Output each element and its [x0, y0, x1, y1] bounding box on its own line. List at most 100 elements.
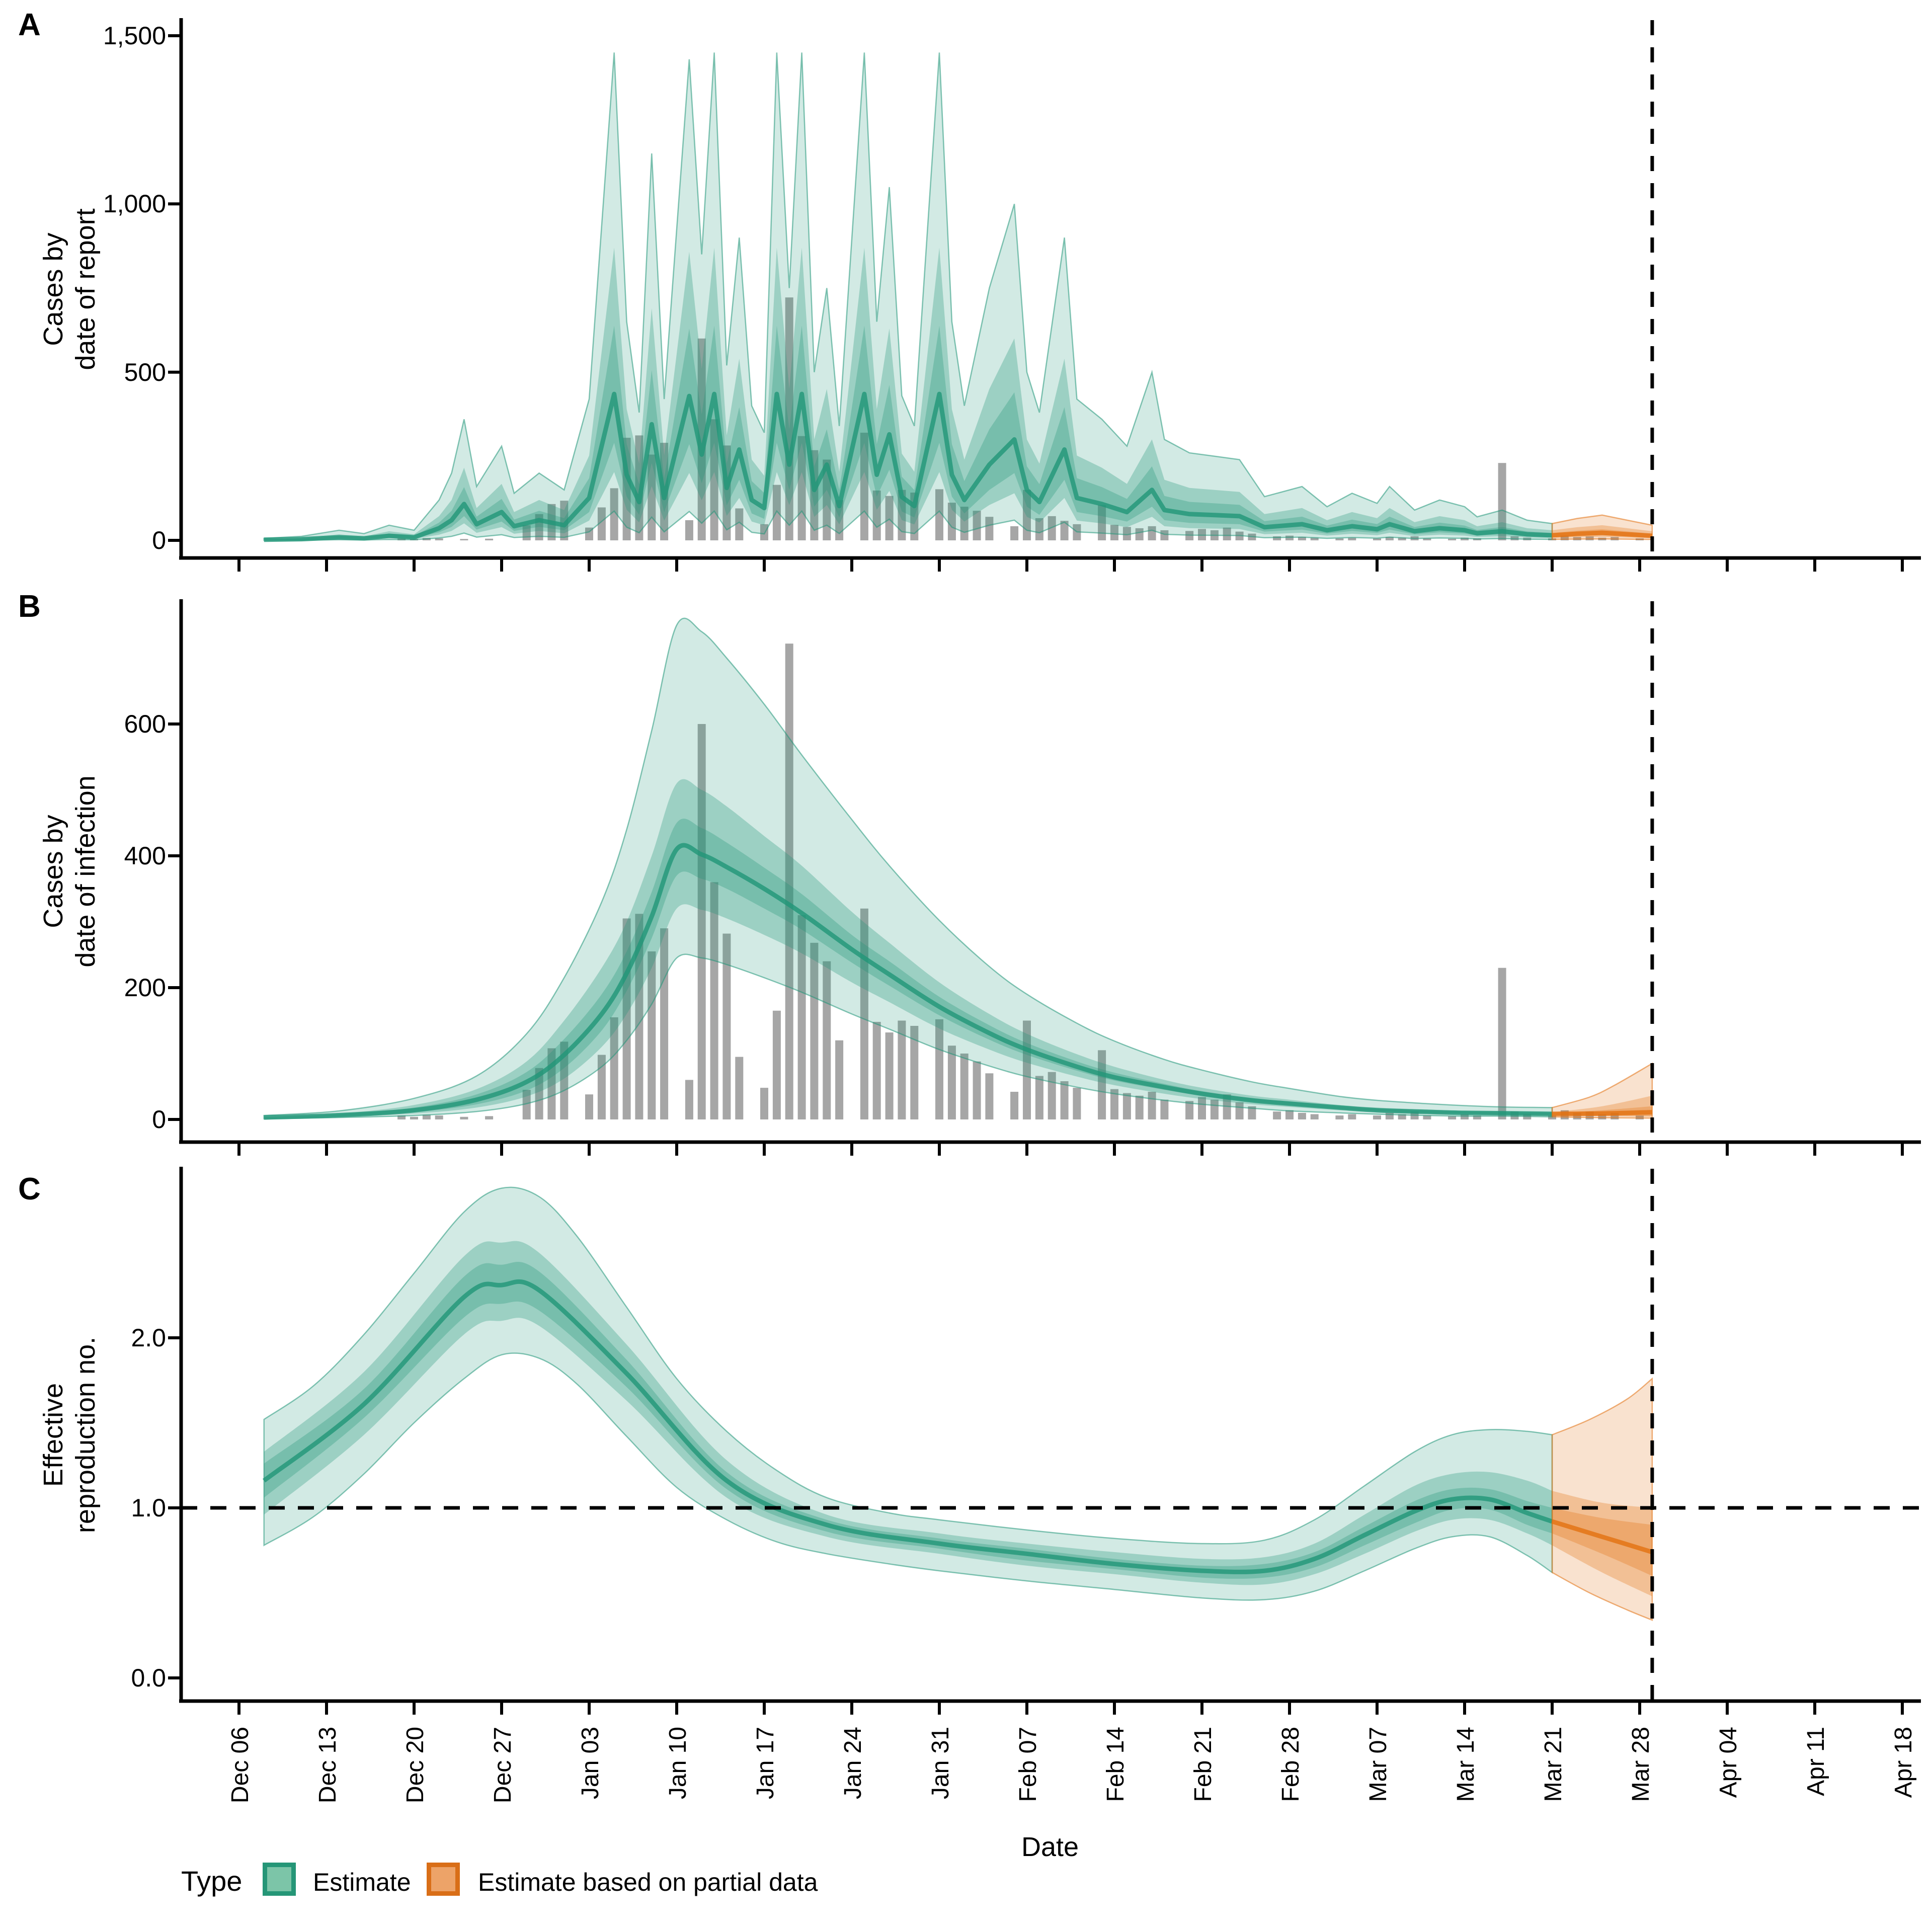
case-bar	[785, 297, 793, 540]
case-bar	[1048, 516, 1056, 540]
case-bar	[1023, 1020, 1031, 1119]
x-tick-label: Apr 04	[1715, 1727, 1742, 1798]
partial-ribbons-b	[1551, 1062, 1653, 1119]
y-axis-title-panel-b: Cases by date of infection	[37, 620, 104, 1123]
case-bar	[910, 1026, 919, 1119]
case-bar	[435, 1115, 443, 1119]
case-bar	[485, 538, 494, 540]
case-bar	[685, 520, 693, 540]
estimate-ribbons-b	[263, 617, 1553, 1120]
case-bar	[1310, 537, 1319, 540]
y-tick-label: 0.0	[131, 1664, 166, 1692]
case-bar	[1098, 1050, 1106, 1119]
case-bar	[685, 1080, 693, 1119]
x-tick-label: Dec 27	[490, 1727, 516, 1803]
y-axis-title-b-line2: date of infection	[70, 775, 101, 968]
case-bar	[1461, 1114, 1469, 1119]
case-bar	[1060, 1081, 1069, 1119]
case-bars-panel-a	[397, 297, 1644, 540]
case-bar	[1461, 537, 1469, 540]
x-axis-title: Date	[1021, 1832, 1079, 1862]
median-line	[1552, 1110, 1653, 1116]
legend-label-partial: Estimate based on partial data	[478, 1868, 818, 1896]
case-bar	[810, 942, 819, 1119]
case-bar	[1473, 1115, 1481, 1119]
legend-swatch-estimate	[263, 1863, 296, 1896]
median-line	[1552, 530, 1653, 538]
case-bar	[1310, 1114, 1319, 1119]
case-bar	[735, 508, 744, 540]
x-tick-label: Feb 07	[1015, 1727, 1041, 1802]
case-bar	[1023, 490, 1031, 540]
y-tick-label: 0	[152, 526, 166, 554]
case-bar	[1598, 1114, 1606, 1119]
case-bar	[947, 1045, 956, 1119]
case-bar	[973, 1061, 981, 1119]
panel-a-letter: A	[18, 8, 41, 42]
case-bar	[985, 1073, 994, 1119]
case-bar	[772, 1010, 781, 1119]
case-bar	[1560, 535, 1569, 540]
median-line	[262, 1279, 1553, 1574]
case-bar	[1110, 525, 1118, 540]
case-bar	[697, 724, 706, 1119]
x-tick-label: Jan 03	[577, 1727, 604, 1799]
ribbon-50pct	[1552, 1491, 1652, 1596]
case-bar	[560, 501, 569, 540]
y-tick-label: 0	[152, 1105, 166, 1134]
case-bar	[460, 539, 468, 540]
case-bar	[697, 338, 706, 540]
case-bar	[1398, 1114, 1406, 1119]
case-bar	[1248, 1106, 1256, 1119]
legend-label-estimate: Estimate	[313, 1868, 411, 1896]
case-bar	[1298, 537, 1306, 540]
case-bar	[960, 1054, 969, 1119]
case-bar	[1398, 537, 1406, 540]
y-tick-label: 1,000	[103, 190, 166, 218]
case-bar	[872, 1022, 881, 1119]
case-bar	[1185, 1101, 1194, 1119]
y-tick-label: 400	[124, 842, 166, 870]
panel-c-letter: C	[18, 1172, 41, 1206]
case-bar	[935, 1019, 943, 1119]
case-bar	[823, 459, 831, 540]
case-bar	[1223, 527, 1231, 540]
case-bar	[722, 933, 731, 1119]
case-bar	[1035, 518, 1043, 540]
case-bar	[610, 488, 618, 540]
case-bar	[597, 507, 606, 540]
x-tick-label: Dec 13	[314, 1727, 341, 1803]
x-tick-label: Apr 11	[1803, 1727, 1829, 1796]
median-line	[264, 843, 1553, 1120]
x-tick-label: Jan 24	[840, 1727, 866, 1799]
case-bar	[1148, 526, 1156, 540]
ribbon-20pct	[264, 326, 1553, 540]
case-bar	[835, 1040, 844, 1119]
case-bar	[1448, 1116, 1457, 1119]
case-bar	[610, 1017, 618, 1119]
case-bar	[710, 882, 718, 1119]
case-bar	[397, 1115, 406, 1119]
x-tick-label: Apr 18	[1890, 1727, 1917, 1798]
case-bar	[1135, 1095, 1144, 1119]
estimate-ribbons-a	[263, 52, 1553, 542]
x-tick-label: Jan 10	[665, 1727, 691, 1799]
case-bar	[885, 1032, 894, 1119]
case-bar	[1160, 530, 1169, 540]
case-bar	[973, 511, 981, 540]
case-bar	[1273, 1111, 1281, 1119]
x-tick-label: Mar 28	[1628, 1727, 1654, 1802]
ribbon-90pct	[1551, 1377, 1653, 1621]
estimate-ribbons-c	[262, 1186, 1553, 1601]
y-axis-title-c-line1: Effective	[38, 1383, 68, 1487]
ribbon-90pct	[263, 1186, 1553, 1601]
case-bar	[1285, 1110, 1294, 1119]
case-bar	[947, 503, 956, 540]
ribbon-20pct	[1552, 1508, 1652, 1576]
case-bar	[1498, 968, 1506, 1119]
x-tick-label: Jan 17	[752, 1727, 779, 1799]
case-bar	[1348, 537, 1356, 540]
y-tick-label: 200	[124, 974, 166, 1002]
case-bar	[560, 1041, 569, 1119]
